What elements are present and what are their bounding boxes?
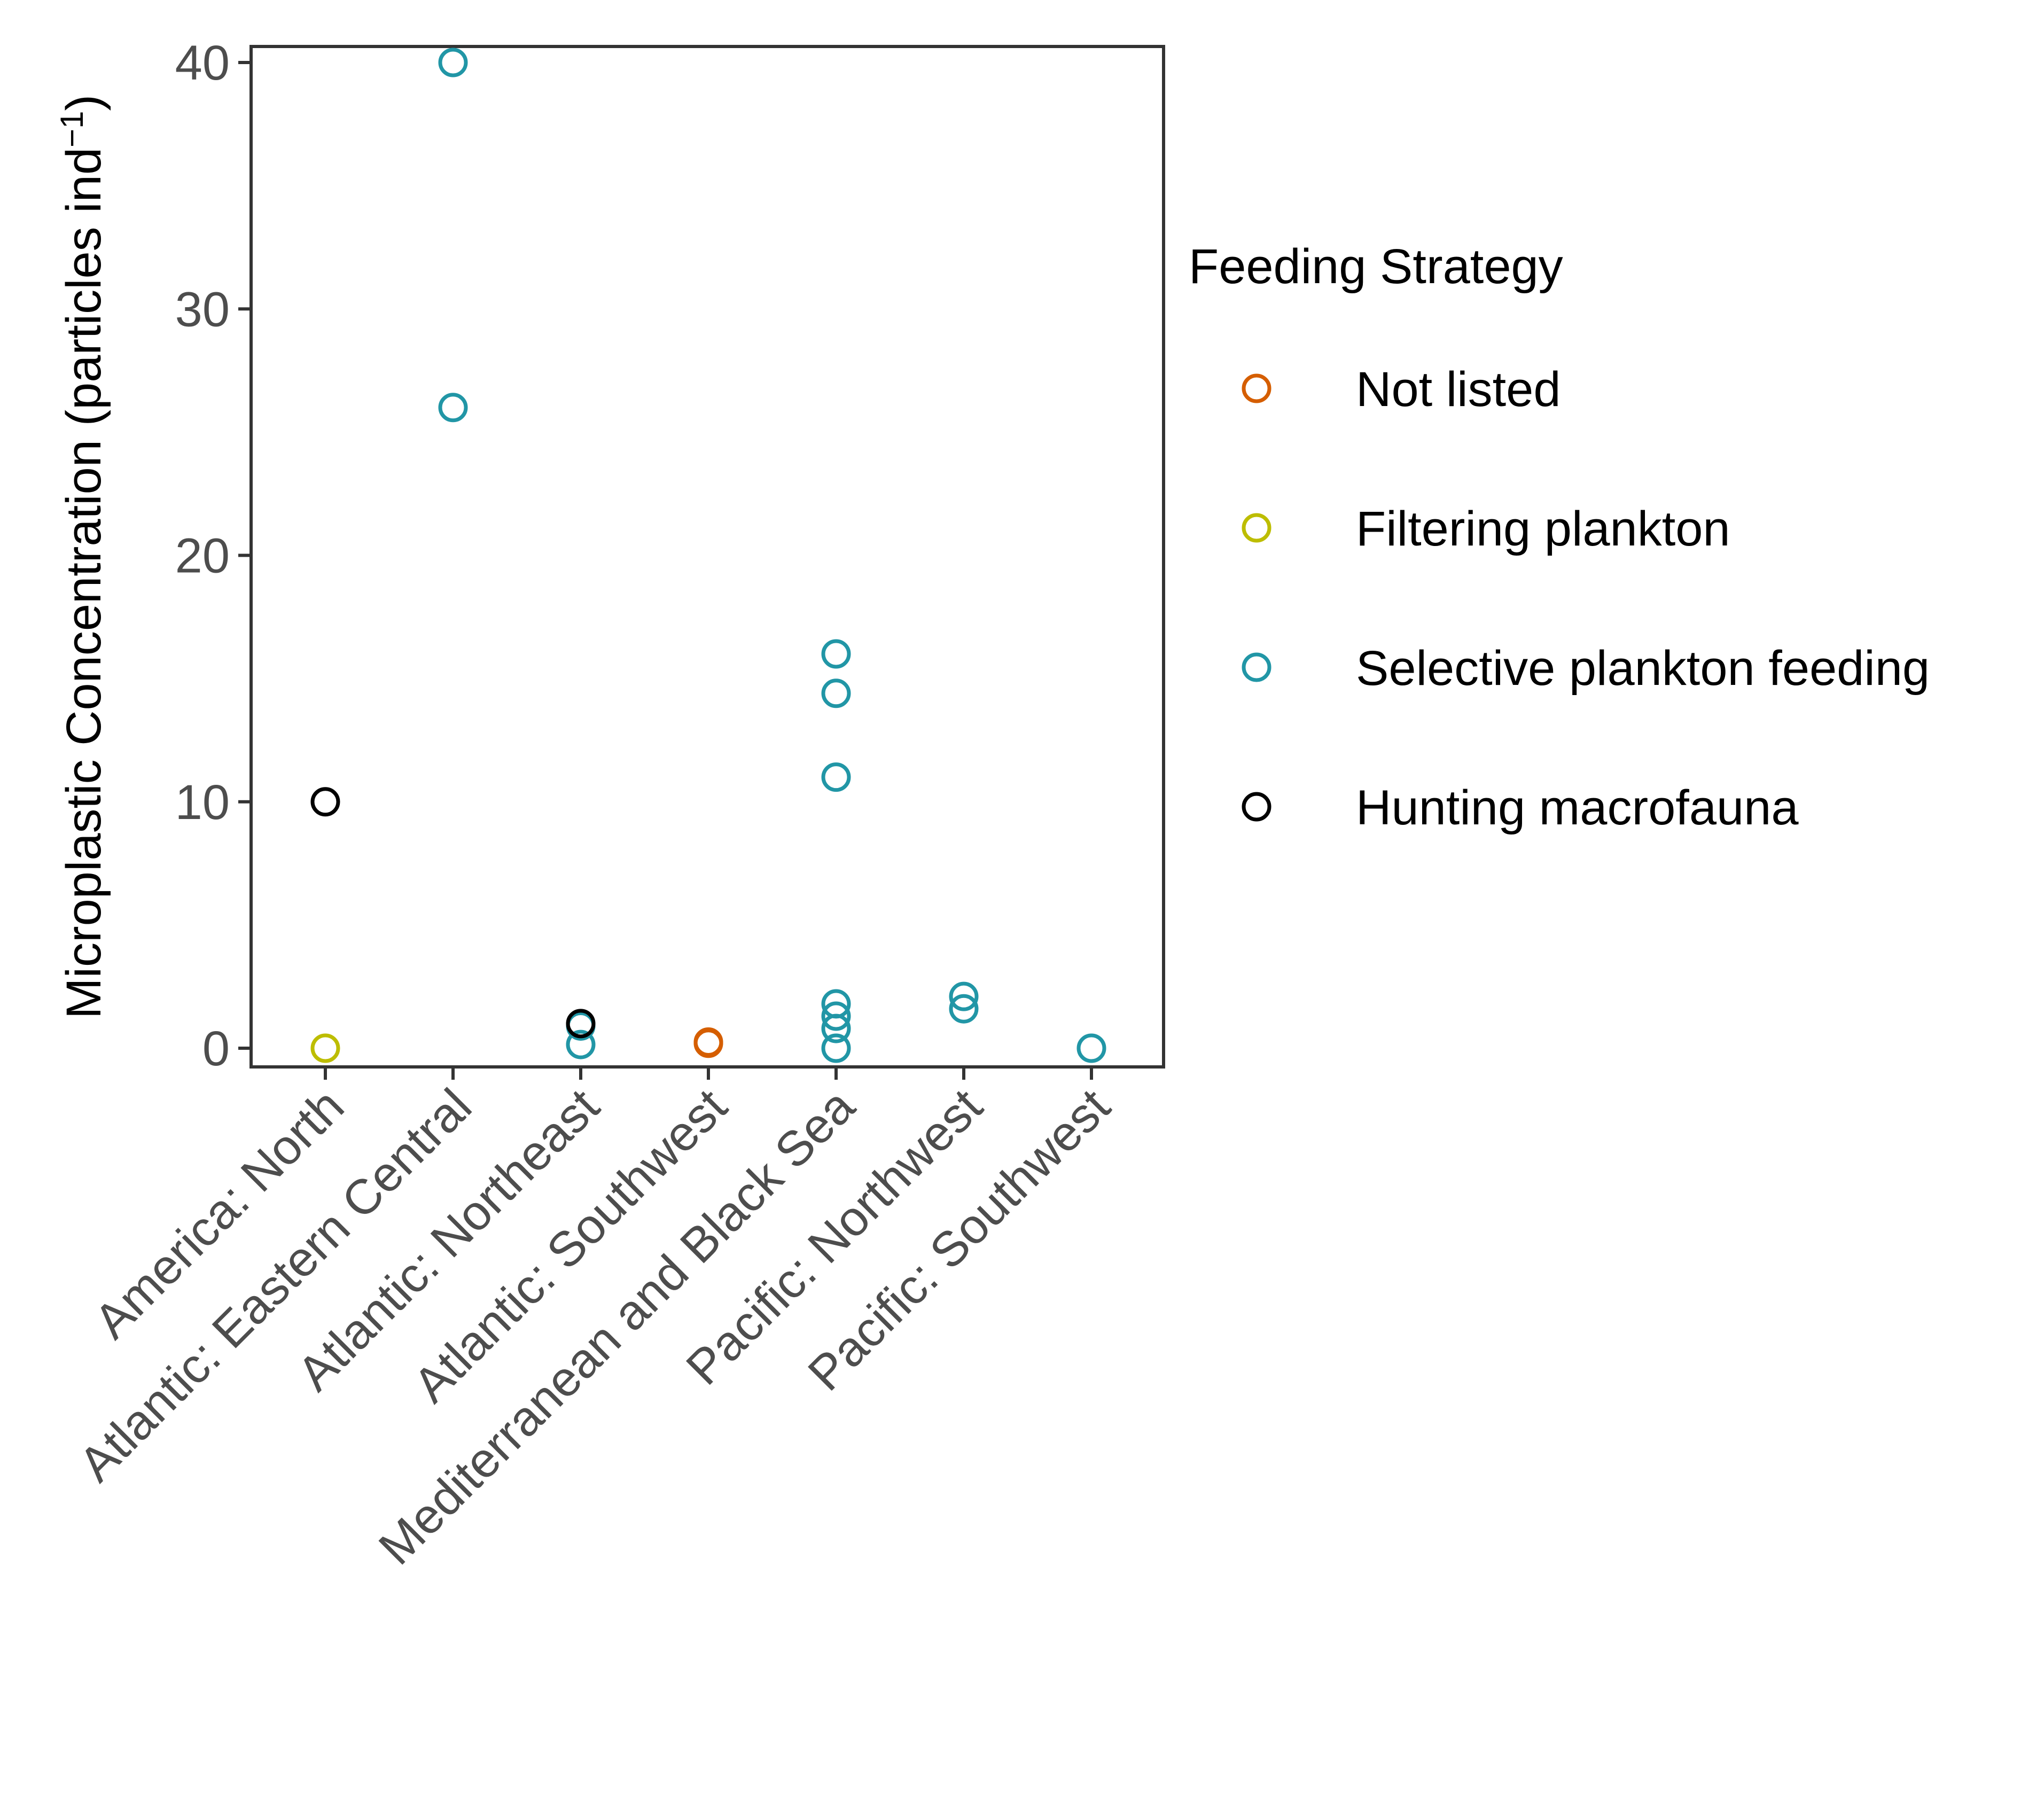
data-point bbox=[693, 1027, 723, 1057]
data-point bbox=[1076, 1033, 1106, 1063]
data-point bbox=[821, 679, 851, 708]
data-point bbox=[566, 1009, 596, 1039]
data-point bbox=[821, 1013, 851, 1043]
legend-label: Not listed bbox=[1356, 362, 1561, 417]
legend-key-circle bbox=[1242, 652, 1271, 682]
y-axis-title-superscript: −1 bbox=[54, 111, 90, 147]
series-filtering-plankton bbox=[310, 1033, 340, 1063]
data-point bbox=[566, 1030, 596, 1059]
y-axis-title-main: Microplastic Concentration (particles in… bbox=[57, 147, 111, 1019]
legend-items: Not listed Filtering plankton Selective pl… bbox=[1242, 362, 1930, 835]
legend-item: Selective plankton feeding bbox=[1242, 641, 1930, 696]
legend: Feeding Strategy Not listed Filtering pla… bbox=[1189, 239, 1930, 835]
data-points bbox=[310, 48, 1106, 1063]
legend-key-circle bbox=[1242, 513, 1271, 543]
y-tick-label: 40 bbox=[175, 36, 230, 90]
y-tick-label: 20 bbox=[175, 529, 230, 583]
y-tick-label: 10 bbox=[175, 775, 230, 830]
legend-key-circle bbox=[1242, 792, 1271, 822]
data-point bbox=[821, 762, 851, 792]
y-axis-title: Microplastic Concentration (particles in… bbox=[54, 95, 112, 1019]
data-point bbox=[949, 981, 979, 1011]
data-point bbox=[821, 1033, 851, 1063]
series-not-listed bbox=[693, 1027, 723, 1058]
data-point bbox=[310, 1033, 340, 1063]
data-point bbox=[949, 994, 979, 1024]
y-axis: 0 10 20 30 40 bbox=[175, 36, 251, 1076]
y-axis-title-suffix: ) bbox=[57, 95, 111, 111]
data-point bbox=[310, 787, 340, 817]
legend-label: Selective plankton feeding bbox=[1356, 641, 1930, 696]
y-tick-label: 30 bbox=[175, 282, 230, 337]
legend-item: Filtering plankton bbox=[1242, 502, 1730, 556]
data-point bbox=[821, 1001, 851, 1031]
legend-key-circle bbox=[1242, 373, 1271, 403]
data-point bbox=[438, 393, 468, 423]
legend-label: Filtering plankton bbox=[1356, 502, 1730, 556]
legend-item: Not listed bbox=[1242, 362, 1561, 417]
y-tick-label: 0 bbox=[202, 1021, 230, 1076]
legend-label: Hunting macrofauna bbox=[1356, 781, 1799, 835]
series-hunting-macrofauna bbox=[310, 787, 596, 1039]
data-point bbox=[821, 639, 851, 669]
legend-item: Hunting macrofauna bbox=[1242, 781, 1799, 835]
legend-title: Feeding Strategy bbox=[1189, 239, 1563, 294]
data-point bbox=[438, 48, 468, 77]
